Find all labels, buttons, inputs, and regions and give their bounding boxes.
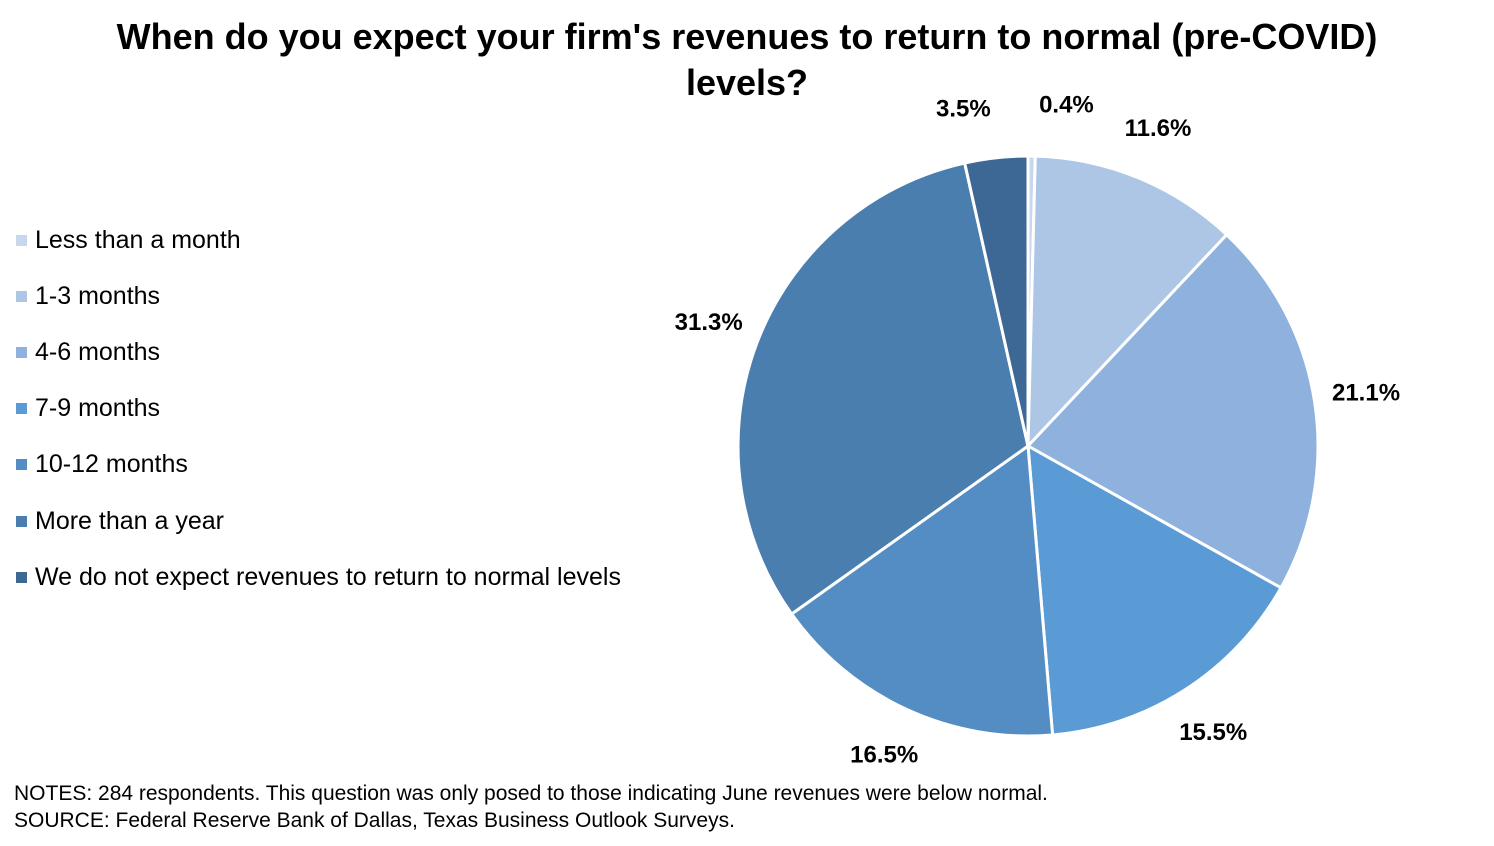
legend-swatch-10-12-months [16, 459, 27, 471]
legend-item-not-return: We do not expect revenues to return to n… [16, 549, 621, 605]
legend-swatch-less-than-a-month [16, 234, 27, 246]
pie-slice-more-than-a-year [736, 161, 1030, 616]
chart-title: When do you expect your firm's revenues … [0, 14, 1494, 106]
slice-label-less-than-a-month: 0.4% [1039, 92, 1094, 119]
legend-swatch-more-than-a-year [16, 515, 27, 527]
chart-title-line-2: levels? [685, 62, 809, 103]
slice-label-4-6-months: 21.1% [1332, 379, 1400, 406]
notes-text: NOTES: 284 respondents. This question wa… [14, 782, 1048, 805]
legend-label-7-9-months: 7-9 months [35, 394, 161, 423]
legend-swatch-not-return [16, 571, 27, 583]
slice-label-10-12-months: 16.5% [850, 742, 918, 769]
legend-label-not-return: We do not expect revenues to return to n… [35, 562, 621, 591]
legend-label-1-3-months: 1-3 months [35, 281, 161, 310]
pie-slice-1-3-months [1026, 154, 1229, 448]
chart-title-line-1: When do you expect your firm's revenues … [116, 16, 1378, 57]
legend-label-less-than-a-month: Less than a month [35, 225, 241, 254]
legend-item-4-6-months: 4-6 months [16, 324, 621, 380]
legend-label-4-6-months: 4-6 months [35, 337, 161, 366]
legend: Less than a month 1-3 months 4-6 months … [16, 212, 621, 605]
pie-slice-4-6-months [1026, 233, 1320, 590]
footnotes: NOTES: 284 respondents. This question wa… [14, 780, 1048, 834]
legend-swatch-4-6-months [16, 346, 27, 358]
source-text: SOURCE: Federal Reserve Bank of Dallas, … [14, 809, 735, 832]
legend-item-7-9-months: 7-9 months [16, 381, 621, 437]
slice-label-more-than-a-year: 31.3% [675, 309, 743, 336]
slice-label-7-9-months: 15.5% [1179, 719, 1247, 746]
legend-item-less-than-a-month: Less than a month [16, 212, 621, 268]
slice-label-not-return: 3.5% [936, 96, 991, 123]
legend-label-10-12-months: 10-12 months [35, 450, 188, 479]
legend-item-1-3-months: 1-3 months [16, 268, 621, 324]
legend-item-10-12-months: 10-12 months [16, 437, 621, 493]
pie-slice-not-return [963, 154, 1030, 448]
pie-slice-10-12-months [790, 444, 1055, 738]
slice-label-1-3-months: 11.6% [1125, 115, 1192, 142]
legend-swatch-1-3-months [16, 290, 27, 302]
pie-slice-7-9-months [1026, 444, 1283, 737]
legend-item-more-than-a-year: More than a year [16, 493, 621, 549]
legend-label-more-than-a-year: More than a year [35, 506, 224, 535]
legend-swatch-7-9-months [16, 403, 27, 415]
